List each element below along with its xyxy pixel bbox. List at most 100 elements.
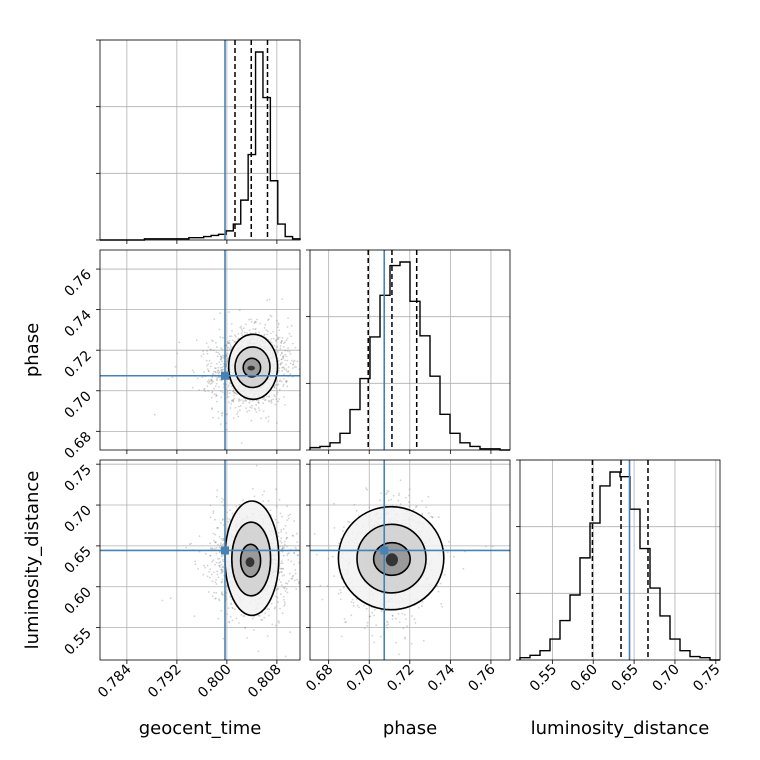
sample-point xyxy=(291,575,294,578)
sample-point xyxy=(220,355,223,358)
sample-point xyxy=(266,608,269,610)
sample-point xyxy=(216,371,219,374)
sample-point xyxy=(296,541,299,544)
sample-point xyxy=(209,516,212,519)
sample-point xyxy=(297,582,300,585)
sample-point xyxy=(218,561,221,564)
sample-point xyxy=(408,488,411,491)
sample-point xyxy=(283,546,286,549)
sample-point xyxy=(284,341,286,344)
sample-point xyxy=(289,513,292,516)
sample-point xyxy=(237,333,240,335)
sample-point xyxy=(273,386,276,389)
sample-point xyxy=(252,487,254,490)
sample-point xyxy=(421,601,424,603)
sample-point xyxy=(243,331,246,334)
sample-point xyxy=(284,353,287,356)
hist-frame-luminosity_distance xyxy=(519,459,721,661)
sample-point xyxy=(226,341,229,343)
sample-point xyxy=(275,488,277,491)
sample-point xyxy=(207,370,210,373)
sample-point xyxy=(275,383,278,386)
sample-point xyxy=(206,380,209,383)
sample-point xyxy=(259,615,261,617)
sample-point xyxy=(282,383,285,386)
sample-point xyxy=(267,500,270,502)
sample-point xyxy=(292,363,295,365)
sample-point xyxy=(280,567,283,570)
sample-point xyxy=(255,321,257,324)
sample-point xyxy=(214,385,217,388)
sample-point xyxy=(240,442,243,444)
sample-point xyxy=(227,520,230,523)
sample-point xyxy=(401,612,404,615)
sample-point xyxy=(218,599,221,602)
sample-point xyxy=(278,388,281,391)
sample-point xyxy=(277,336,279,339)
sample-point xyxy=(363,604,365,607)
pair-frame-geocent_time-luminosity_distance xyxy=(99,459,301,661)
sample-point xyxy=(284,655,287,658)
sample-point xyxy=(226,613,228,615)
sample-point xyxy=(254,321,256,323)
sample-point xyxy=(220,568,223,571)
sample-point xyxy=(285,536,288,539)
sample-point xyxy=(221,566,224,568)
sample-point xyxy=(238,405,240,408)
sample-point xyxy=(230,402,233,405)
sample-point xyxy=(264,323,267,326)
sample-point xyxy=(255,404,257,406)
sample-point xyxy=(227,607,230,610)
sample-point xyxy=(279,363,282,366)
sample-point xyxy=(286,337,289,340)
sample-point xyxy=(269,314,272,317)
sample-point xyxy=(206,352,209,355)
sample-point xyxy=(153,413,156,416)
sample-point xyxy=(209,348,212,351)
sample-point xyxy=(221,593,224,596)
sample-point xyxy=(204,552,207,555)
sample-point xyxy=(276,319,278,322)
sample-point xyxy=(282,356,284,358)
sample-point xyxy=(215,495,218,498)
sample-point xyxy=(485,545,487,548)
sample-point xyxy=(283,377,285,380)
sample-point xyxy=(276,384,279,386)
sample-point xyxy=(221,366,224,369)
sample-point xyxy=(226,370,229,372)
sample-point xyxy=(237,415,240,418)
sample-point xyxy=(218,361,221,363)
sample-point xyxy=(287,514,290,517)
sample-point xyxy=(398,494,400,497)
sample-point xyxy=(220,396,223,399)
sample-point xyxy=(217,351,220,354)
sample-point xyxy=(248,318,250,321)
sample-point xyxy=(221,580,224,583)
sample-point xyxy=(355,509,358,512)
sample-point xyxy=(217,376,220,378)
truth-marker-geocent_time-phase xyxy=(221,371,229,380)
sample-point xyxy=(404,613,406,616)
sample-point xyxy=(233,341,236,343)
sample-point xyxy=(414,506,417,509)
sample-point xyxy=(279,379,282,382)
sample-point xyxy=(220,572,223,575)
sample-point xyxy=(227,341,230,344)
sample-point xyxy=(220,563,223,566)
sample-point xyxy=(274,403,277,406)
sample-point xyxy=(270,602,273,605)
sample-point xyxy=(270,400,273,402)
sample-point xyxy=(276,596,279,599)
sample-point xyxy=(281,366,283,369)
sample-point xyxy=(339,589,342,591)
contour-line-1 xyxy=(372,541,412,577)
sample-point xyxy=(220,555,223,558)
sample-point xyxy=(286,552,289,555)
sample-point xyxy=(246,410,249,413)
sample-point xyxy=(230,385,233,388)
sample-point xyxy=(386,626,389,629)
sample-point xyxy=(218,353,221,355)
sample-point xyxy=(430,515,433,518)
sample-point xyxy=(338,542,340,545)
sample-point xyxy=(340,635,343,638)
